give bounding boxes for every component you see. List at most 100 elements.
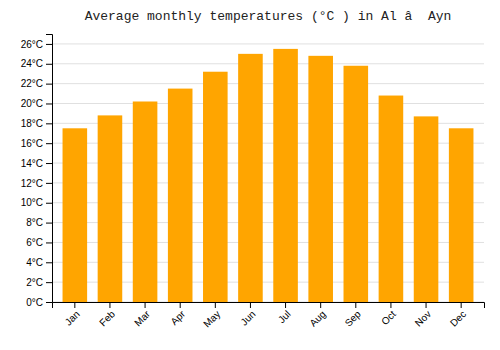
x-axis: Jan Feb Mar Apr May Jun Jul Aug Sep Oct Nov Dec [53, 302, 485, 330]
bar [238, 54, 263, 302]
bar [203, 72, 228, 302]
x-tick: Nov [413, 302, 433, 329]
y-tick: 2°C [26, 277, 52, 288]
y-tick: 12°C [21, 178, 52, 189]
x-tick-mark [74, 302, 75, 308]
y-tick: 6°C [26, 237, 52, 248]
y-tick-mark [46, 123, 52, 124]
y-tick-label: 16°C [21, 138, 43, 149]
y-tick-label: 26°C [21, 39, 43, 50]
y-tick-label: 10°C [21, 197, 43, 208]
title: Average monthly temperatures (°C ) in Al… [85, 9, 452, 24]
bar [308, 56, 333, 302]
y-axis-line [46, 35, 53, 303]
grid-line [52, 103, 484, 104]
y-tick-label: 4°C [26, 257, 43, 268]
plot: Jan Feb Mar Apr May Jun Jul Aug Sep Oct Nov Dec 0°C 2… [21, 35, 485, 330]
y-tick-label: 14°C [21, 158, 43, 169]
x-tick: Dec [448, 302, 468, 329]
x-tick-label: Mar [132, 308, 152, 328]
grid-line [52, 83, 484, 84]
y-tick-label: 6°C [26, 237, 43, 248]
x-tick-label: Apr [168, 308, 187, 327]
y-tick-label: 18°C [21, 118, 43, 129]
x-tick: May [201, 302, 222, 330]
bar [63, 128, 88, 302]
bar [414, 116, 439, 302]
x-tick-label: Jul [276, 308, 293, 325]
y-tick: 20°C [21, 98, 52, 109]
x-tick-mark [461, 302, 462, 308]
x-tick: Jul [276, 302, 293, 325]
y-tick-mark [46, 302, 52, 303]
x-tick-mark [320, 302, 321, 308]
x-tick-mark [355, 302, 356, 308]
y-axis: 0°C 2°C 4°C 6°C 8°C 10°C 12°C 14°C 16°C 18°C 20°C 2… [21, 35, 53, 308]
x-tick-label: Nov [413, 308, 433, 328]
x-tick-label: Aug [307, 308, 327, 328]
y-tick-mark [46, 203, 52, 204]
y-tick: 8°C [26, 217, 52, 228]
y-tick-mark [46, 163, 52, 164]
y-tick-mark [46, 282, 52, 283]
bar [168, 89, 193, 302]
y-tick-label: 0°C [26, 297, 43, 308]
y-tick-mark [46, 84, 52, 85]
x-tick-mark [426, 302, 427, 308]
x-axis-line [53, 303, 485, 309]
y-tick-label: 20°C [21, 98, 43, 109]
grid-line [52, 43, 484, 44]
x-tick: Sep [343, 302, 364, 329]
grid-line [52, 63, 484, 64]
x-tick-label: Jan [63, 308, 82, 327]
x-tick: Aug [307, 302, 327, 329]
x-tick: Apr [168, 302, 187, 327]
x-tick-mark [285, 302, 286, 308]
bar [133, 101, 158, 302]
y-tick: 26°C [21, 39, 52, 50]
chart: Jan Feb Mar Apr May Jun Jul Aug Sep Oct Nov Dec 0°C 2… [0, 0, 500, 350]
y-tick-label: 2°C [26, 277, 43, 288]
y-tick: 10°C [21, 197, 52, 208]
y-tick-label: 12°C [21, 178, 43, 189]
x-tick-mark [145, 302, 146, 308]
y-tick-mark [46, 242, 52, 243]
x-tick-label: Oct [379, 308, 398, 327]
bar [449, 128, 474, 302]
x-tick-label: May [201, 308, 222, 329]
x-tick-mark [180, 302, 181, 308]
x-tick-mark [215, 302, 216, 308]
y-tick-label: 8°C [26, 217, 43, 228]
x-tick: Feb [97, 302, 117, 328]
y-tick: 4°C [26, 257, 52, 268]
x-tick-label: Sep [343, 308, 364, 329]
y-tick-mark [46, 44, 52, 45]
y-tick-mark [46, 143, 52, 144]
y-tick-mark [46, 262, 52, 263]
y-tick: 24°C [21, 58, 52, 69]
y-tick: 0°C [26, 297, 52, 308]
bar [379, 96, 404, 302]
bar [273, 49, 298, 302]
x-tick-mark [250, 302, 251, 308]
x-tick-mark [109, 302, 110, 308]
y-tick-mark [46, 183, 52, 184]
y-tick: 14°C [21, 158, 52, 169]
x-tick: Mar [132, 302, 152, 328]
x-tick: Oct [379, 302, 398, 327]
y-tick-label: 22°C [21, 78, 43, 89]
x-tick-label: Jun [238, 308, 257, 327]
y-tick-mark [46, 64, 52, 65]
x-tick-mark [390, 302, 391, 308]
x-tick: Jan [63, 302, 82, 328]
y-tick-label: 24°C [21, 58, 43, 69]
y-tick: 18°C [21, 118, 52, 129]
bar [98, 115, 123, 302]
y-tick: 16°C [21, 138, 52, 149]
x-tick-label: Feb [97, 308, 117, 328]
x-tick-label: Dec [448, 308, 468, 328]
y-tick-mark [46, 223, 52, 224]
bars [63, 49, 474, 302]
x-tick: Jun [238, 302, 257, 328]
y-tick: 22°C [21, 78, 52, 89]
